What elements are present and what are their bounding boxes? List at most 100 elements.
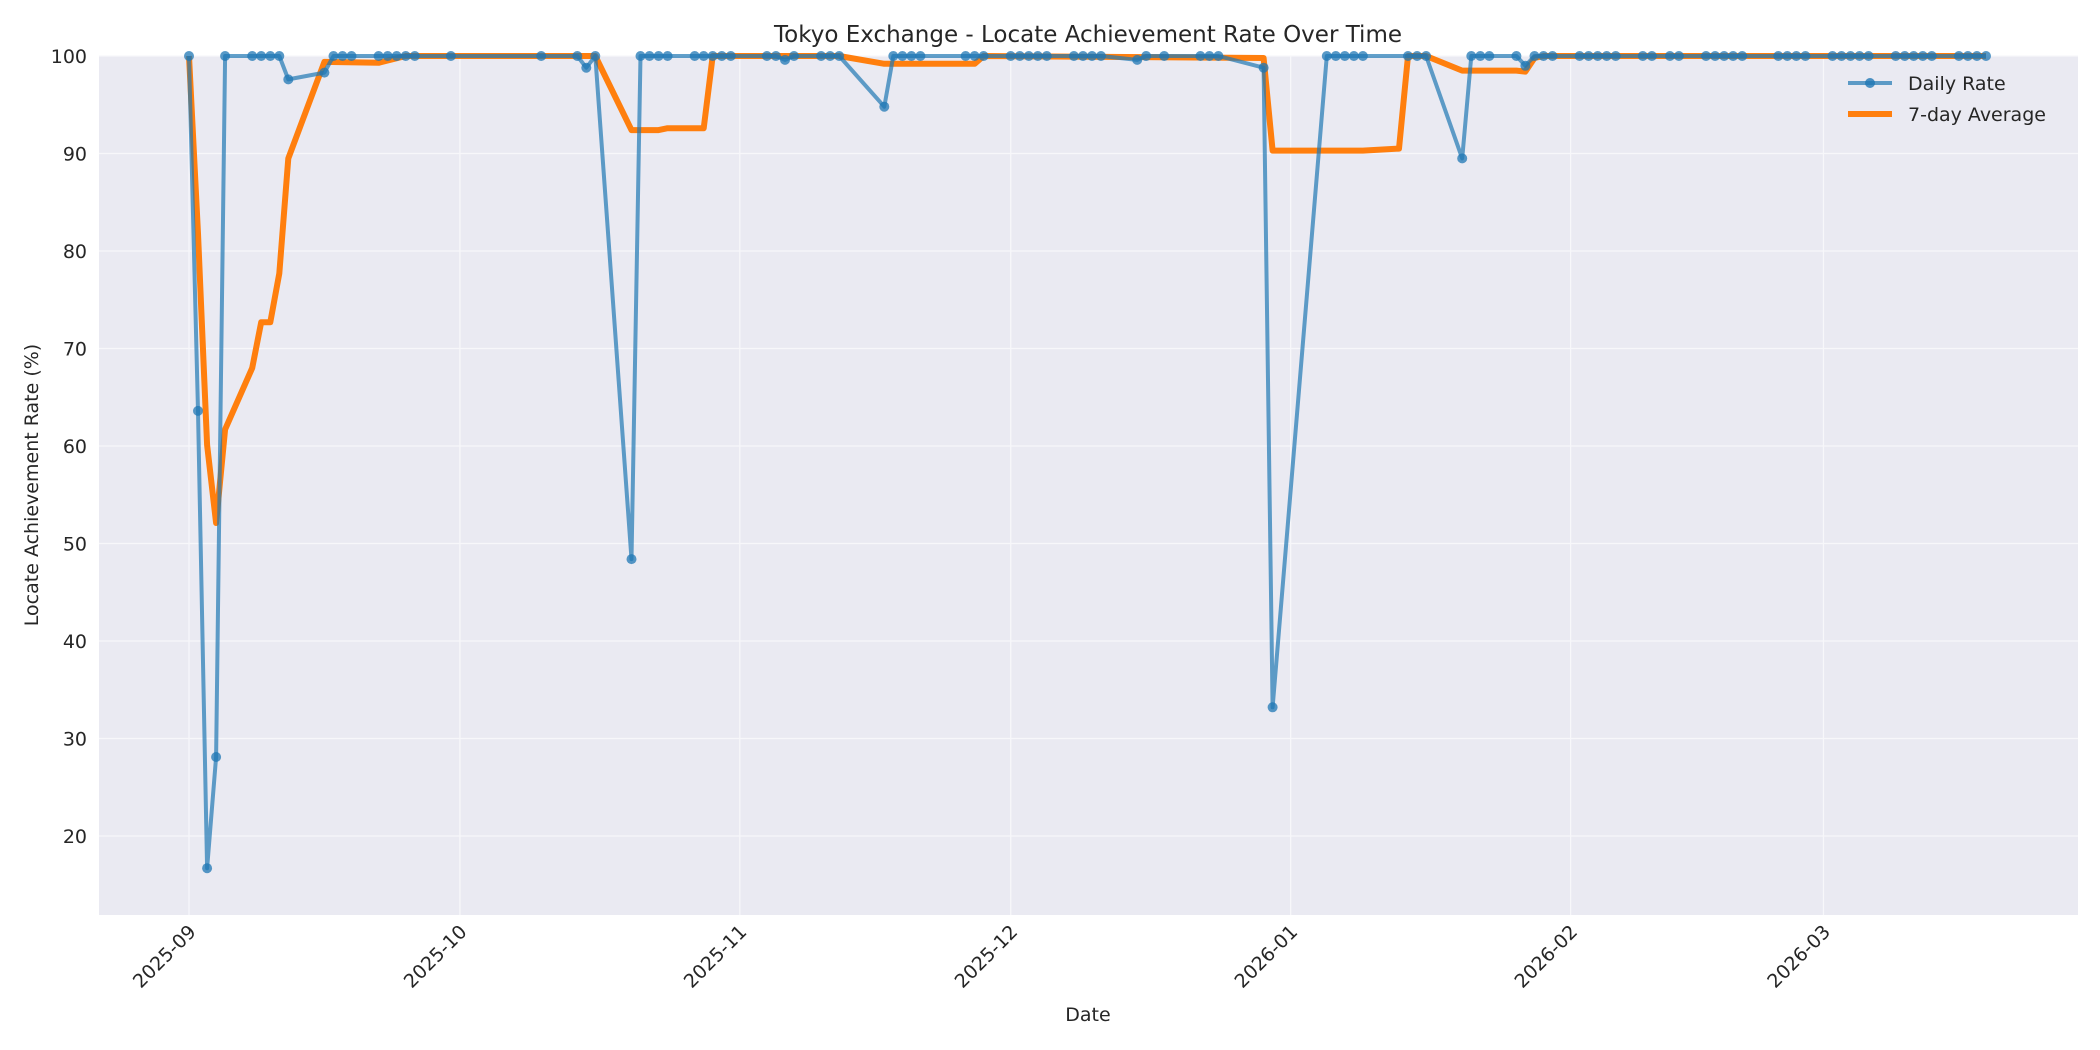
x-tick-label: 2026-02: [1510, 921, 1582, 993]
data-point: [1601, 51, 1612, 61]
data-point: [1610, 51, 1621, 61]
data-point: [319, 67, 330, 78]
data-point: [1728, 51, 1739, 61]
data-point: [1412, 51, 1423, 61]
data-point: [1737, 51, 1748, 61]
data-point: [1330, 51, 1341, 61]
data-point: [1845, 51, 1856, 61]
data-point: [1538, 51, 1549, 61]
data-point: [1854, 51, 1865, 61]
data-point: [1574, 51, 1585, 61]
data-point: [373, 51, 384, 61]
data-point: [879, 101, 890, 112]
data-point: [644, 51, 655, 61]
data-point: [1836, 51, 1847, 61]
data-point: [789, 51, 799, 61]
x-tick-label: 2025-12: [951, 921, 1023, 993]
data-point: [1348, 51, 1359, 61]
data-point: [1475, 51, 1486, 61]
average-line: [186, 53, 1986, 526]
data-point: [761, 51, 772, 61]
data-point: [707, 51, 718, 61]
data-point: [1321, 51, 1332, 61]
data-point: [1646, 51, 1657, 61]
data-point: [1159, 51, 1170, 61]
data-point: [409, 51, 420, 61]
data-point: [1899, 51, 1910, 61]
data-point: [1953, 51, 1964, 61]
data-point: [770, 51, 781, 61]
data-point: [653, 51, 664, 61]
data-point: [1773, 51, 1784, 61]
x-tick-label: 2026-01: [1231, 921, 1303, 993]
data-point: [825, 51, 836, 61]
data-point: [445, 51, 456, 61]
x-tick-label: 2025-09: [129, 921, 201, 993]
data-point: [1529, 51, 1540, 61]
data-point: [184, 51, 194, 61]
data-point: [1204, 51, 1215, 61]
y-tick-label: 30: [63, 729, 87, 751]
data-point: [780, 54, 790, 65]
data-point: [382, 51, 393, 61]
x-axis-label: Date: [1065, 1004, 1110, 1026]
data-point: [1421, 51, 1432, 61]
data-point: [816, 51, 827, 61]
y-tick-label: 60: [63, 436, 87, 458]
data-point: [1664, 51, 1675, 61]
data-point: [897, 51, 908, 61]
data-point: [1673, 51, 1684, 61]
data-point: [211, 752, 222, 762]
data-point: [1511, 51, 1522, 61]
data-point: [1637, 51, 1648, 61]
x-axis-ticks: 2025-09 2025-10 2025-11 2025-12 2026-01 2026-…: [129, 921, 1835, 993]
data-point: [1800, 51, 1811, 61]
data-point: [969, 51, 980, 61]
data-point: [1981, 51, 1991, 61]
data-point: [1068, 51, 1079, 61]
data-point: [283, 74, 294, 85]
data-point: [1023, 51, 1034, 61]
y-axis-ticks: 20 30 40 50 60 70 80 90 100: [51, 46, 87, 848]
data-point: [193, 405, 203, 416]
data-point: [391, 51, 402, 61]
data-point: [1917, 51, 1928, 61]
y-tick-label: 70: [63, 339, 87, 361]
circle-marker-icon: [1865, 78, 1875, 88]
data-point: [1339, 51, 1350, 61]
data-point: [1466, 51, 1477, 61]
data-point: [915, 51, 926, 61]
data-point: [1014, 51, 1025, 61]
data-point: [1547, 51, 1558, 61]
data-point: [1403, 51, 1413, 61]
data-point: [328, 51, 339, 61]
data-point: [834, 51, 845, 61]
data-point: [1719, 51, 1730, 61]
data-point: [662, 51, 673, 61]
y-tick-label: 100: [51, 46, 87, 68]
y-axis-label: Locate Achievement Rate (%): [21, 344, 43, 626]
y-tick-label: 20: [63, 826, 87, 848]
data-point: [1041, 51, 1052, 61]
series-7day-average: [186, 53, 1986, 526]
y-tick-label: 40: [63, 631, 87, 653]
data-point: [1926, 51, 1937, 61]
data-point: [1782, 51, 1793, 61]
data-point: [1520, 60, 1531, 71]
legend-label-7day-average: 7-day Average: [1908, 104, 2046, 126]
x-tick-label: 2025-11: [680, 921, 752, 993]
data-point: [1141, 51, 1152, 61]
data-point: [274, 51, 285, 61]
data-point: [1962, 51, 1973, 61]
data-point: [1032, 51, 1043, 61]
data-point: [1213, 51, 1224, 61]
data-point: [202, 863, 213, 874]
chart-title: Tokyo Exchange - Locate Achievement Rate…: [773, 22, 1402, 48]
data-point: [346, 51, 357, 61]
legend: Daily Rate 7-day Average: [1848, 73, 2046, 126]
legend-label-daily-rate: Daily Rate: [1908, 73, 2006, 95]
data-point: [960, 51, 971, 61]
data-point: [1357, 51, 1368, 61]
data-point: [247, 51, 258, 61]
data-point: [906, 51, 917, 61]
